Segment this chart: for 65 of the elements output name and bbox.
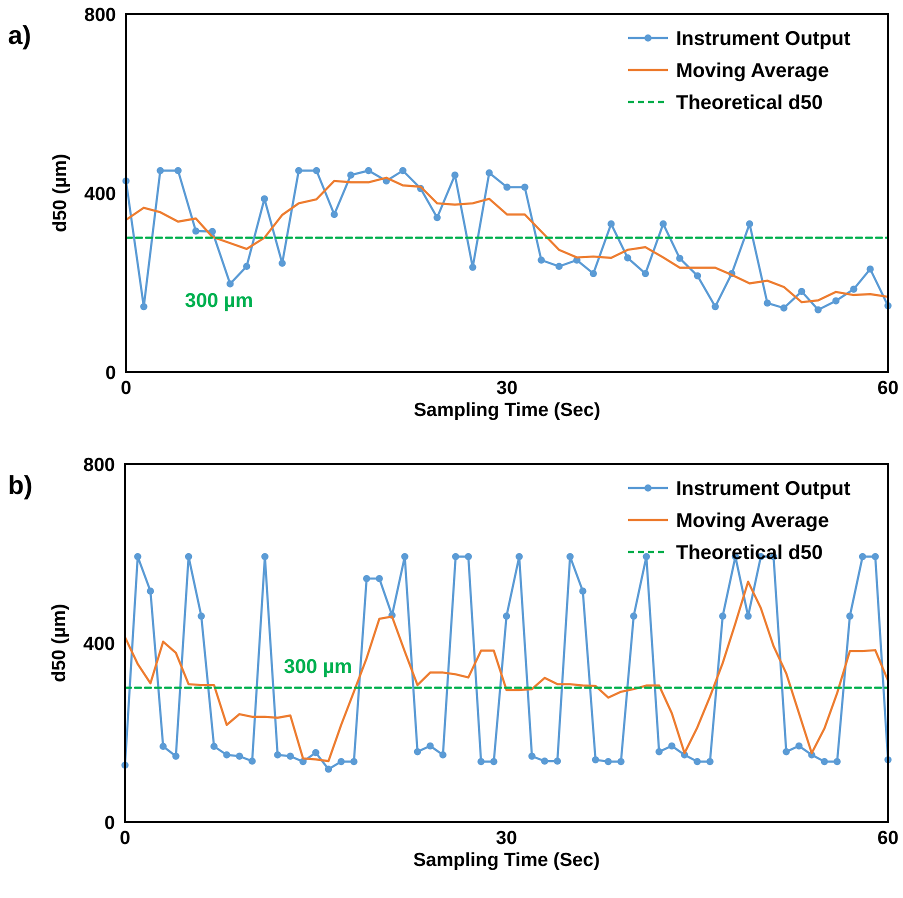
point: [676, 254, 684, 262]
y-tick-label: 800: [84, 5, 116, 26]
point: [538, 256, 545, 264]
legend-label: Theoretical d50: [676, 92, 823, 114]
y-tick-label: 400: [83, 634, 115, 655]
point: [399, 167, 406, 174]
legend-label: Theoretical d50: [676, 542, 823, 564]
chart-title: b): [8, 470, 33, 500]
legend-label: Moving Average: [676, 60, 829, 82]
point: [764, 299, 771, 307]
point: [850, 286, 858, 293]
y-tick-label: 0: [104, 813, 115, 834]
point: [780, 304, 788, 312]
point: [330, 210, 338, 218]
point: [140, 303, 148, 310]
y-axis-title: d50 (µm): [50, 154, 71, 232]
annotation: 300 µm: [284, 656, 352, 678]
point: [347, 172, 354, 179]
point: [260, 195, 268, 202]
chart-title: a): [8, 20, 32, 50]
point: [814, 306, 822, 314]
point: [434, 214, 441, 222]
x-tick-label: 30: [496, 378, 518, 399]
point: [798, 288, 806, 296]
point: [156, 167, 164, 174]
annotation: 300 µm: [184, 290, 254, 312]
point: [278, 260, 286, 267]
point: [608, 220, 615, 228]
point: [486, 169, 493, 176]
x-tick-label: 0: [120, 828, 130, 849]
point: [174, 167, 182, 174]
point: [469, 264, 476, 271]
y-tick-label: 400: [84, 184, 116, 205]
legend-label: Instrument Output: [676, 28, 851, 50]
point: [243, 262, 250, 270]
x-tick-label: 30: [496, 828, 518, 849]
y-tick-label: 800: [83, 455, 115, 476]
point: [364, 167, 372, 174]
legend-label: Moving Average: [676, 510, 829, 532]
point: [712, 303, 719, 310]
point: [555, 262, 563, 270]
point: [624, 254, 632, 262]
point: [451, 172, 459, 179]
point: [746, 220, 754, 228]
y-tick-label: 0: [105, 363, 116, 384]
point: [660, 220, 667, 228]
x-tick-label: 0: [120, 378, 132, 399]
point: [503, 184, 511, 191]
y-axis-title: d50 (µm): [49, 604, 70, 682]
point: [590, 270, 597, 278]
x-tick-label: 60: [877, 378, 899, 399]
point: [192, 227, 200, 235]
point: [208, 228, 216, 236]
point: [642, 270, 650, 278]
point: [312, 167, 320, 174]
point: [295, 167, 302, 174]
legend-label: Instrument Output: [676, 478, 851, 500]
point: [866, 265, 874, 273]
x-tick-label: 60: [877, 828, 899, 849]
x-axis-title: Sampling Time (Sec): [414, 400, 600, 421]
point: [694, 272, 702, 280]
x-axis-title: Sampling Time (Sec): [413, 850, 600, 871]
point: [521, 184, 528, 191]
point: [832, 297, 840, 304]
point: [226, 280, 234, 288]
